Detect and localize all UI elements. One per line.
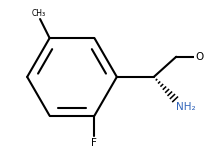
Text: NH₂: NH₂ [176, 102, 196, 112]
Text: CH₃: CH₃ [32, 9, 46, 18]
Text: F: F [91, 138, 97, 148]
Text: O: O [196, 52, 204, 62]
